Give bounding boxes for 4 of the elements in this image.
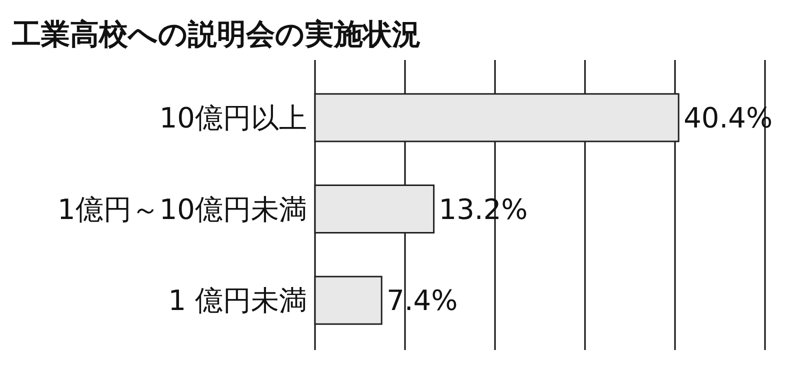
y-tick-label: 1億円～10億円未満 (58, 192, 307, 226)
y-tick-label: 10億円以上 (159, 101, 307, 134)
y-tick-label: 1 億円未満 (168, 284, 307, 318)
chart-title: 工業高校への説明会の実施状況 (11, 17, 421, 51)
